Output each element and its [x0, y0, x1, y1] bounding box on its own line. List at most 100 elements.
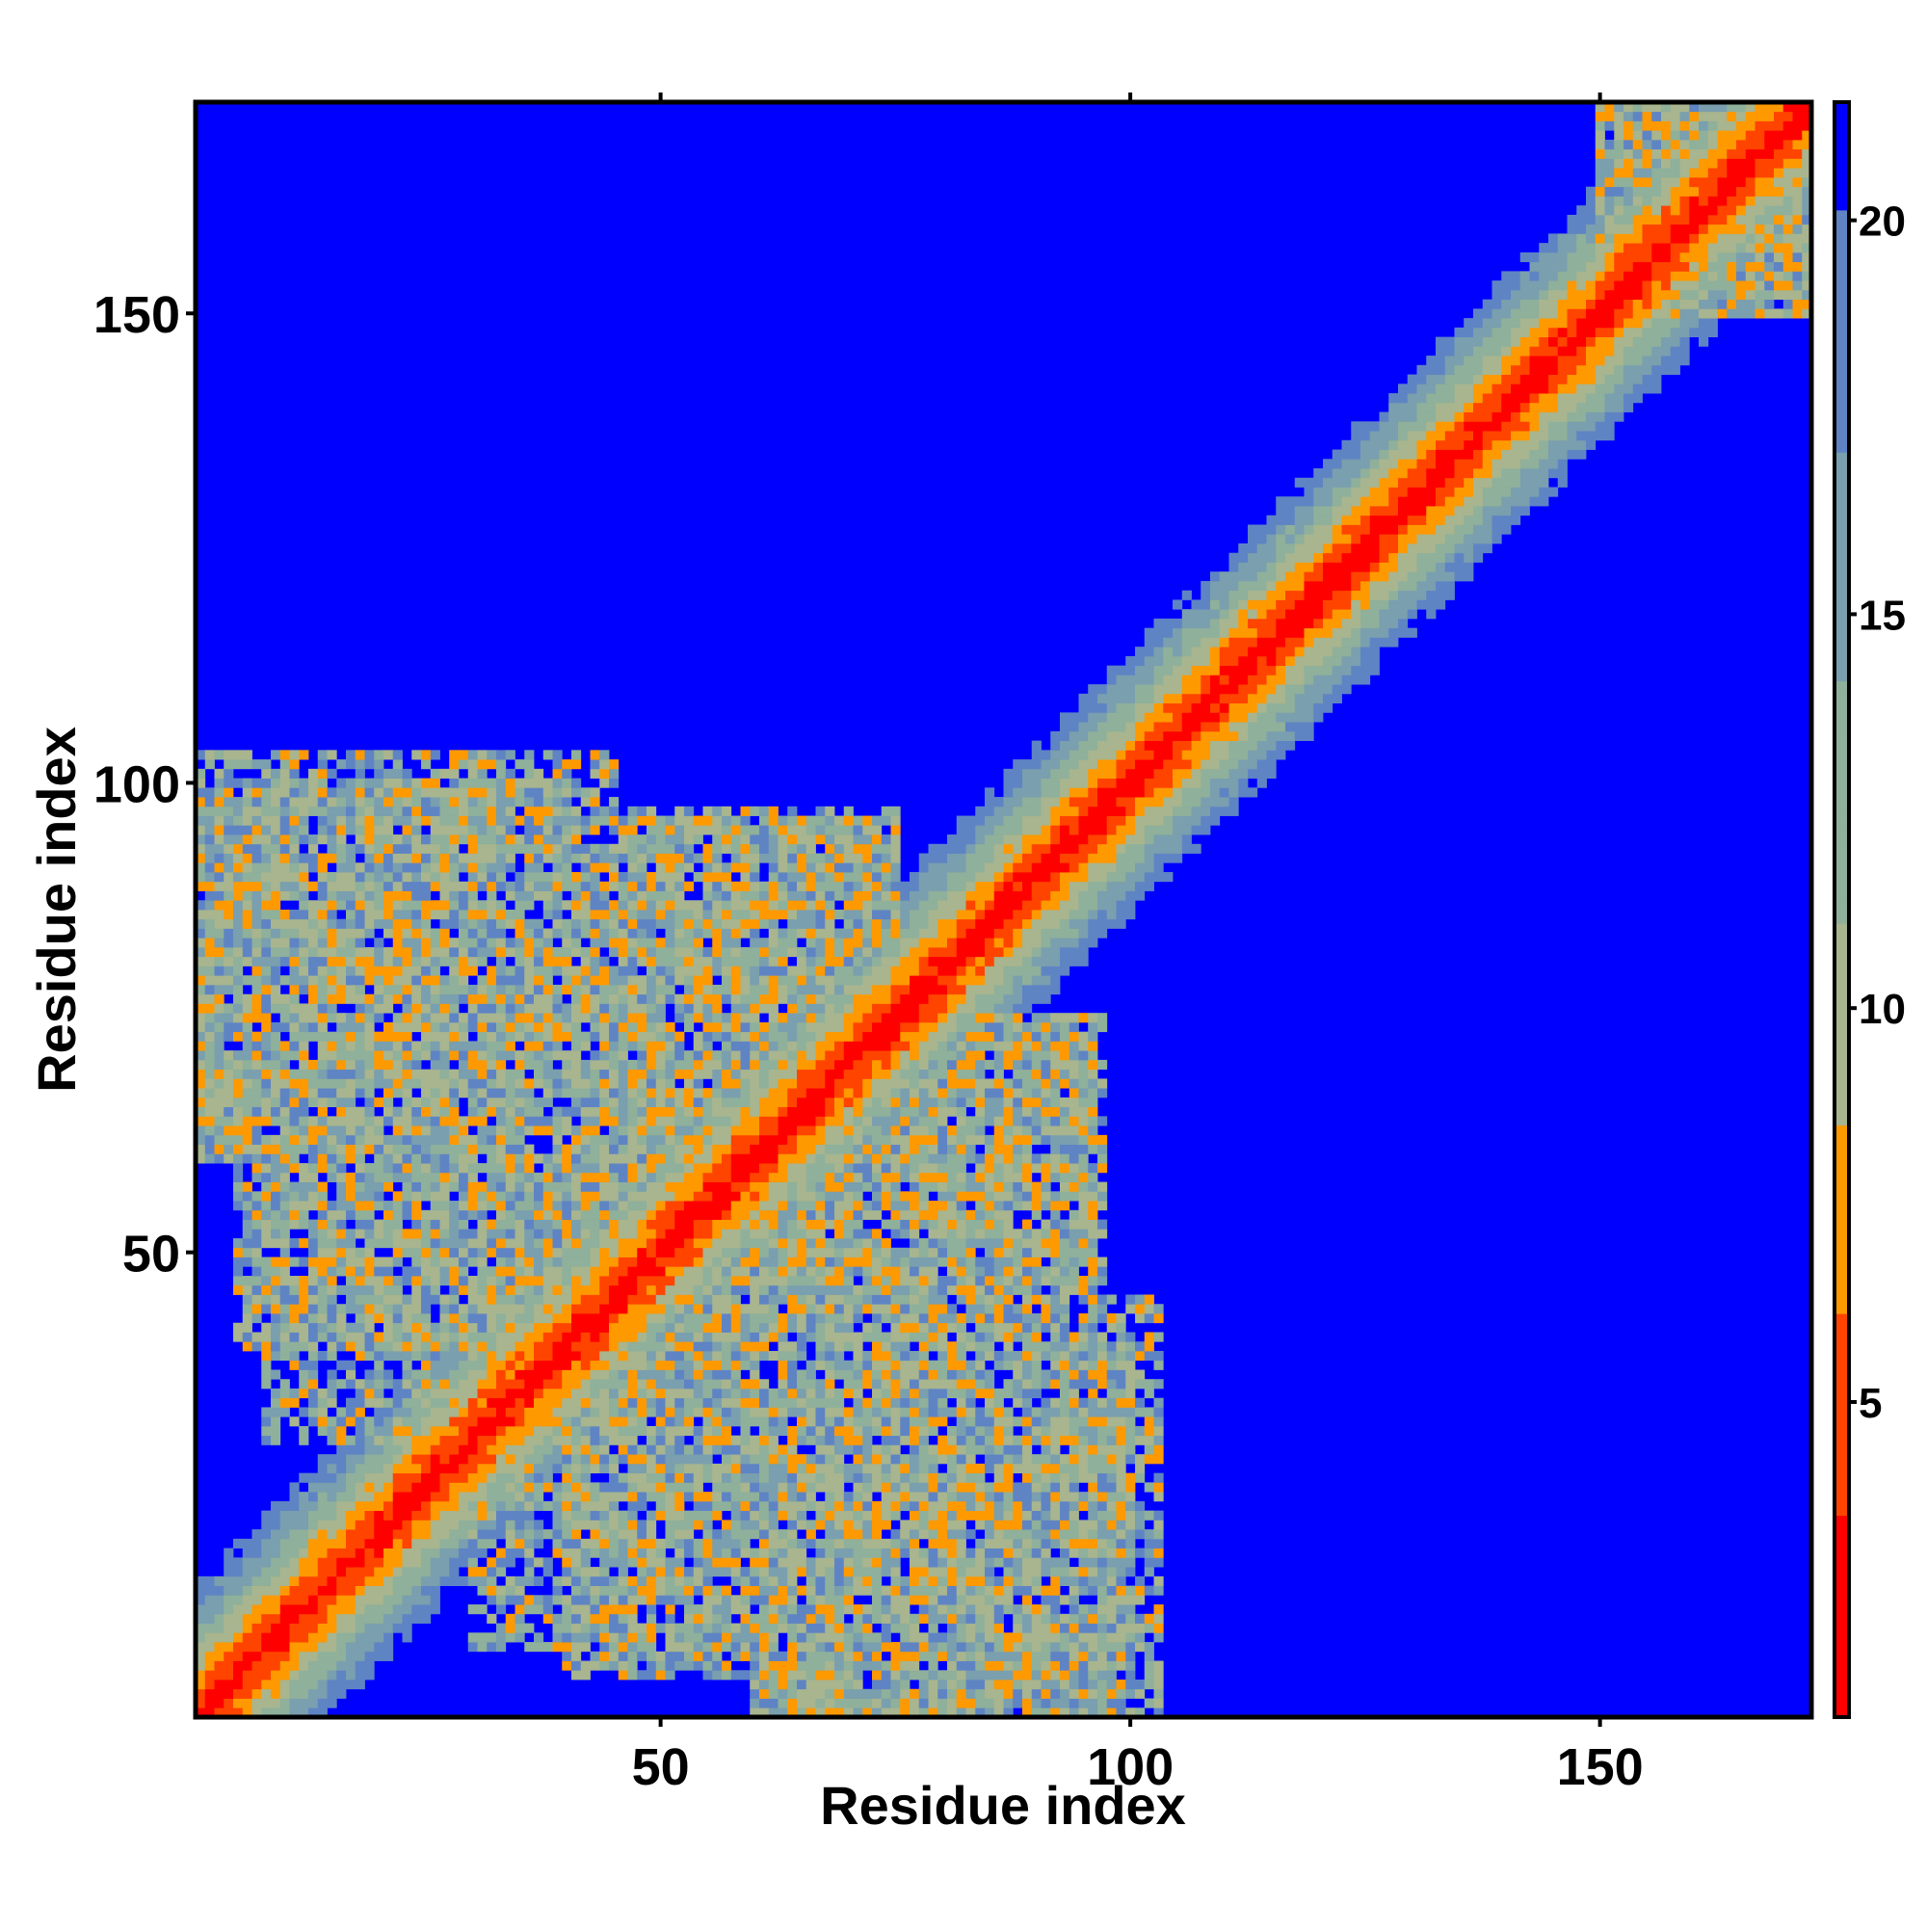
heatmap-cell [515, 1059, 525, 1071]
heatmap-cell [1144, 1341, 1154, 1352]
heatmap-cell [890, 1201, 911, 1211]
heatmap-cell [665, 1642, 695, 1653]
heatmap-cell [712, 1369, 732, 1380]
heatmap-cell [1013, 1500, 1023, 1512]
heatmap-cell [308, 1332, 319, 1342]
heatmap-cell [496, 1125, 507, 1136]
heatmap-cell [251, 1031, 262, 1042]
heatmap-cell [843, 1003, 854, 1014]
heatmap-cell [655, 1201, 666, 1211]
heatmap-cell [289, 1304, 309, 1314]
heatmap-cell [975, 1097, 986, 1108]
heatmap-cell [1106, 1350, 1117, 1362]
heatmap-cell [805, 1153, 816, 1164]
heatmap-cell [439, 1435, 469, 1445]
heatmap-cell [1125, 1567, 1136, 1577]
heatmap-cell [993, 1388, 1014, 1399]
heatmap-cell [759, 1632, 770, 1643]
heatmap-cell [712, 1191, 741, 1202]
heatmap-cell [975, 1106, 986, 1117]
heatmap-cell [308, 1529, 319, 1540]
heatmap-cell [562, 1660, 572, 1671]
heatmap-cell [279, 1585, 290, 1596]
heatmap-cell [1003, 1435, 1014, 1445]
heatmap-cell [299, 1238, 309, 1249]
heatmap-cell [355, 1425, 365, 1437]
heatmap-cell [411, 1585, 422, 1596]
heatmap-cell [853, 1604, 863, 1615]
heatmap-cell [1050, 1191, 1061, 1202]
heatmap-cell [730, 1284, 751, 1295]
heatmap-cell [534, 1538, 544, 1548]
heatmap-cell [834, 1369, 854, 1380]
heatmap-cell [993, 1416, 1014, 1427]
heatmap-cell [900, 1538, 911, 1548]
heatmap-cell [815, 1613, 826, 1624]
heatmap-cell [759, 1651, 770, 1661]
heatmap-cell [496, 1106, 507, 1117]
heatmap-cell [805, 1632, 816, 1643]
heatmap-cell [364, 993, 375, 1004]
heatmap-cell [534, 1313, 553, 1324]
heatmap-cell [261, 1613, 281, 1624]
heatmap-cell [374, 1201, 384, 1211]
heatmap-cell [364, 1247, 375, 1257]
heatmap-cell [805, 1172, 826, 1182]
heatmap-cell [985, 1369, 995, 1380]
heatmap-cell [843, 1116, 854, 1126]
heatmap-cell [1003, 1332, 1014, 1342]
heatmap-cell [853, 1238, 863, 1249]
heatmap-cell [562, 1492, 582, 1502]
heatmap-cell [430, 1059, 450, 1071]
heatmap-cell [843, 1707, 854, 1718]
heatmap-cell [910, 1229, 920, 1239]
heatmap-cell [524, 1247, 544, 1257]
heatmap-cell [627, 1632, 638, 1643]
heatmap-cell [402, 1050, 412, 1061]
heatmap-cell [355, 1172, 365, 1182]
heatmap-cell [580, 1416, 610, 1427]
heatmap-cell [618, 1229, 638, 1239]
heatmap-cell [900, 1698, 911, 1708]
heatmap-cell [402, 1294, 412, 1305]
heatmap-cell [542, 1388, 572, 1399]
heatmap-cell [515, 1021, 525, 1033]
heatmap-cell [421, 1379, 432, 1389]
heatmap-cell [768, 1407, 779, 1417]
heatmap-cell [496, 1201, 507, 1211]
heatmap-cell [477, 1209, 488, 1220]
heatmap-cell [392, 1397, 403, 1408]
heatmap-cell [1060, 1379, 1070, 1389]
heatmap-cell [355, 1003, 365, 1014]
heatmap-cell [1022, 993, 1051, 1004]
heatmap-cell [787, 1201, 798, 1211]
heatmap-cell [355, 1078, 375, 1089]
heatmap-cell [374, 1482, 384, 1493]
heatmap-cell [421, 1088, 432, 1098]
heatmap-cell [459, 1322, 469, 1333]
heatmap-cell [900, 1125, 911, 1136]
heatmap-cell [712, 1229, 723, 1239]
heatmap-cell [1078, 1435, 1089, 1445]
heatmap-cell [900, 1416, 911, 1427]
heatmap-cell [900, 1548, 911, 1558]
heatmap-cell [890, 1604, 911, 1615]
heatmap-cell [665, 1454, 713, 1465]
heatmap-cell [355, 1500, 384, 1512]
heatmap-cell [1088, 1548, 1098, 1558]
heatmap-cell [647, 1632, 657, 1643]
heatmap-cell [1050, 1153, 1061, 1164]
heatmap-cell [1153, 1688, 1164, 1699]
heatmap-cell [1031, 1322, 1042, 1333]
heatmap-cell [787, 1059, 798, 1071]
heatmap-cell [872, 1454, 883, 1465]
heatmap-cell [834, 1219, 845, 1230]
heatmap-cell [552, 1219, 563, 1230]
heatmap-cell [843, 1276, 854, 1286]
heatmap-cell [317, 1284, 328, 1295]
heatmap-cell [609, 1332, 638, 1342]
heatmap-cell [402, 1304, 422, 1314]
heatmap-cell [392, 1604, 412, 1615]
heatmap-cell [477, 1642, 488, 1653]
heatmap-cell [477, 1304, 525, 1314]
